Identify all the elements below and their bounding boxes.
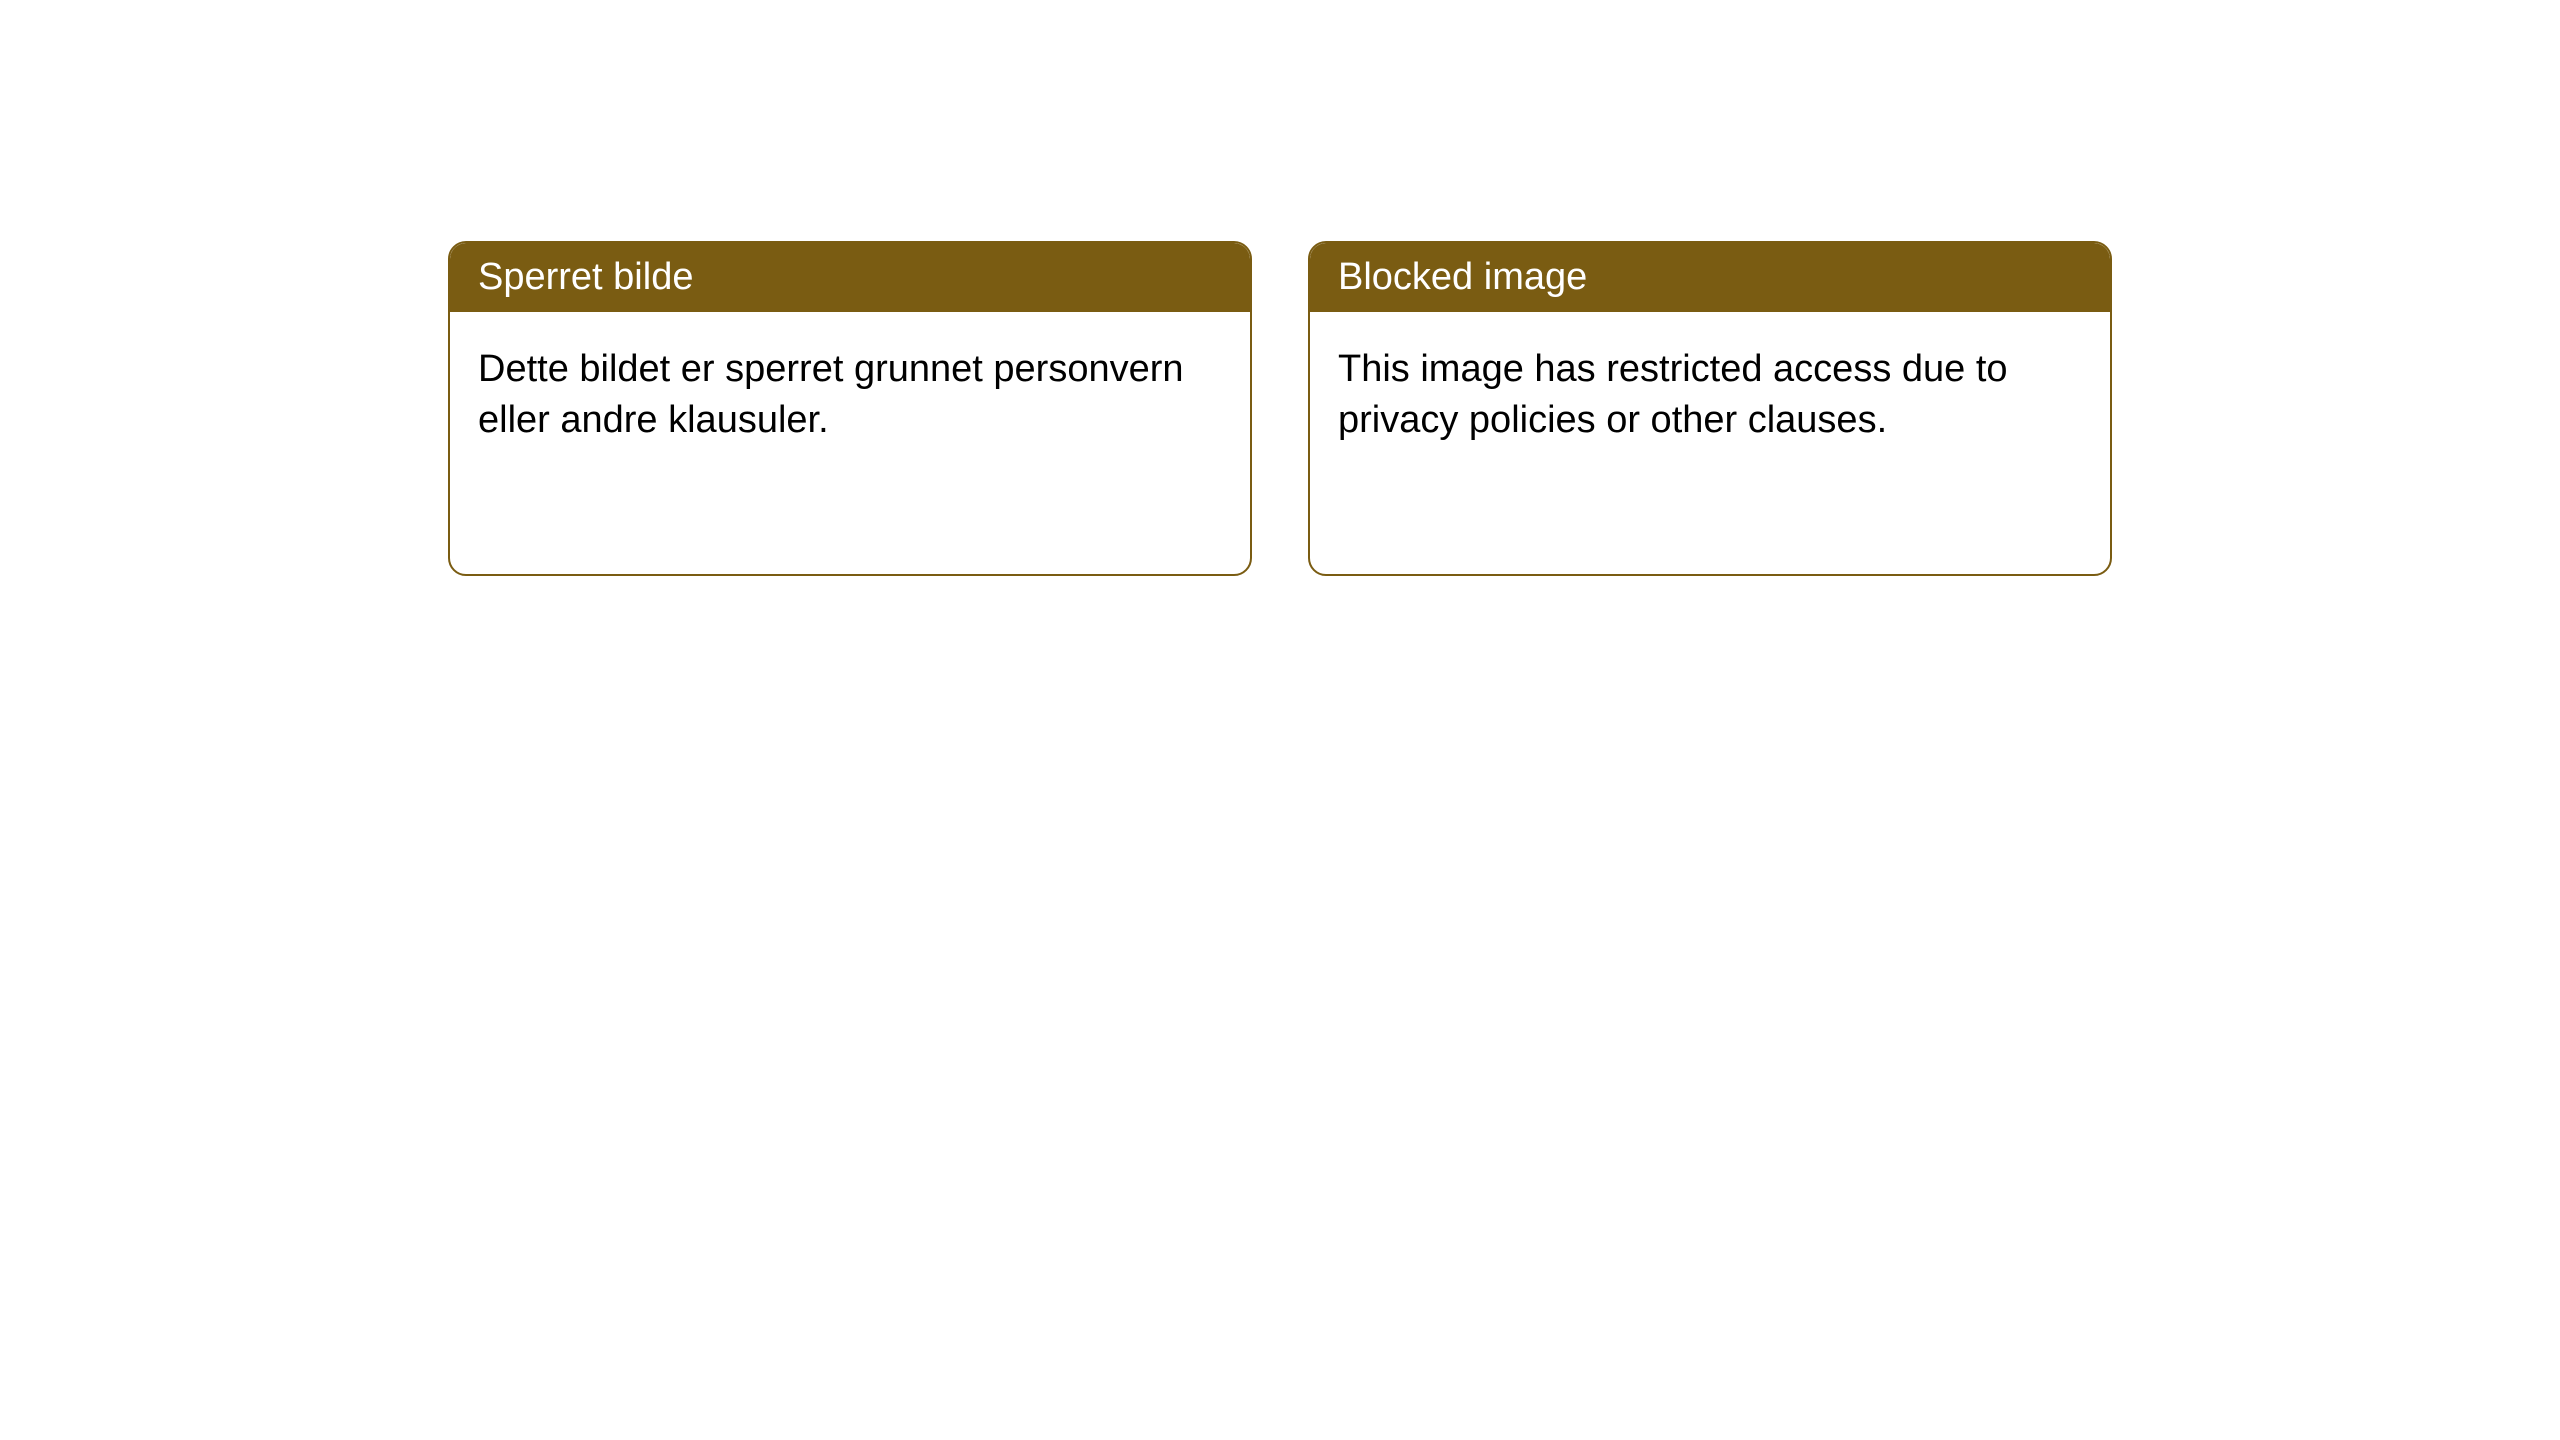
card-body: This image has restricted access due to … xyxy=(1310,312,2110,479)
card-header: Blocked image xyxy=(1310,243,2110,312)
card-body-text: Dette bildet er sperret grunnet personve… xyxy=(478,344,1222,447)
card-body-text: This image has restricted access due to … xyxy=(1338,344,2082,447)
card-header: Sperret bilde xyxy=(450,243,1250,312)
notice-card-norwegian: Sperret bilde Dette bildet er sperret gr… xyxy=(448,241,1252,576)
card-title: Blocked image xyxy=(1338,256,1587,298)
notice-card-english: Blocked image This image has restricted … xyxy=(1308,241,2112,576)
card-body: Dette bildet er sperret grunnet personve… xyxy=(450,312,1250,479)
notice-container: Sperret bilde Dette bildet er sperret gr… xyxy=(0,0,2560,576)
card-title: Sperret bilde xyxy=(478,256,693,298)
